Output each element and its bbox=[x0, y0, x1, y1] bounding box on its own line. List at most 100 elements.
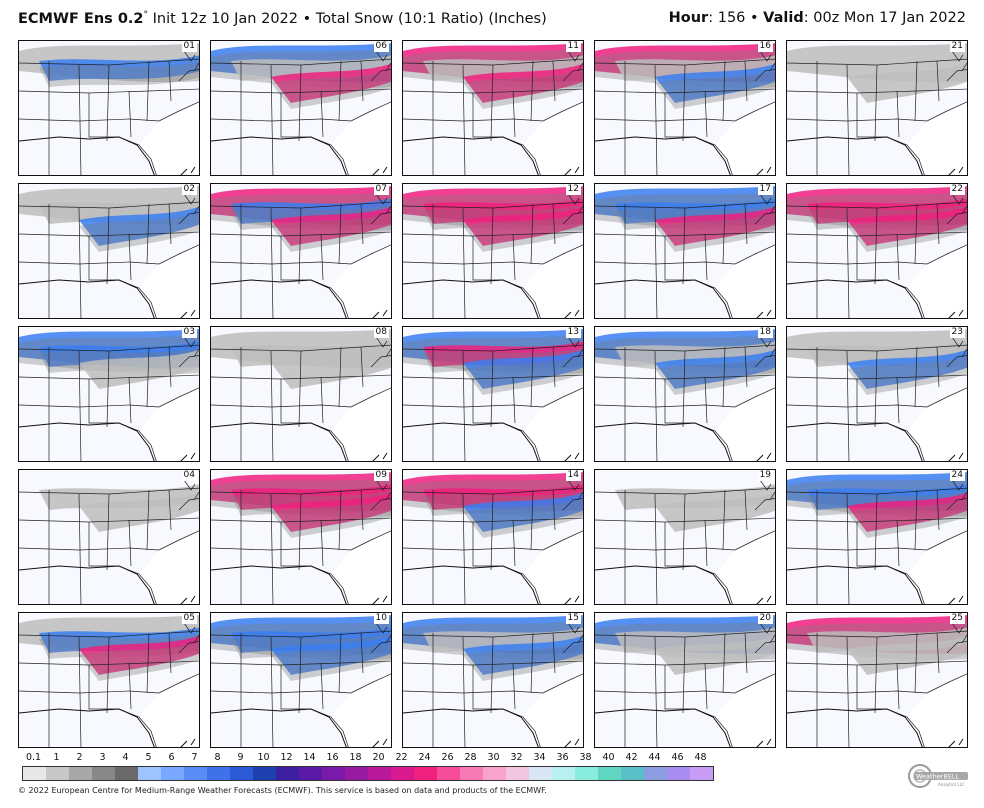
coastline bbox=[595, 279, 772, 318]
colorbar-tick-label: 1 bbox=[53, 752, 60, 763]
colorbar-tick-label: 5 bbox=[145, 752, 152, 763]
state-boundary bbox=[856, 236, 887, 281]
member-panel-11: 11 bbox=[402, 40, 584, 176]
member-number-label: 09 bbox=[373, 470, 389, 481]
snowfall-shading-secondary bbox=[847, 355, 967, 395]
colorbar-swatch bbox=[276, 767, 299, 780]
state-boundary bbox=[280, 522, 311, 567]
state-boundary bbox=[472, 93, 503, 138]
state-boundary bbox=[552, 489, 556, 531]
colorbar-swatch bbox=[690, 767, 713, 780]
state-boundary bbox=[270, 636, 274, 747]
state-boundary bbox=[128, 376, 132, 424]
state-boundary bbox=[846, 636, 850, 747]
member-map-11 bbox=[403, 43, 583, 175]
state-boundary bbox=[490, 493, 494, 571]
member-map-03 bbox=[19, 329, 199, 461]
state-boundary bbox=[769, 634, 775, 644]
state-boundary bbox=[769, 348, 775, 358]
colorbar-swatch bbox=[391, 767, 414, 780]
valid-bullet: • bbox=[750, 10, 759, 26]
state-boundary bbox=[472, 665, 503, 710]
state-boundary bbox=[320, 519, 324, 567]
colorbar-swatch bbox=[598, 767, 621, 780]
state-boundary bbox=[682, 350, 686, 428]
state-boundary bbox=[936, 632, 940, 674]
state-boundary bbox=[158, 244, 199, 265]
state-boundary bbox=[128, 662, 132, 710]
state-boundary bbox=[787, 660, 967, 666]
state-boundary bbox=[178, 354, 199, 368]
coastline bbox=[403, 708, 580, 747]
state-boundary bbox=[567, 193, 580, 205]
state-boundary bbox=[78, 64, 82, 175]
state-boundary bbox=[350, 387, 391, 408]
state-boundary bbox=[874, 207, 878, 285]
state-boundary bbox=[595, 660, 775, 666]
state-boundary bbox=[734, 101, 775, 122]
state-boundary bbox=[19, 88, 199, 94]
ocean-area bbox=[331, 244, 391, 318]
state-boundary bbox=[552, 346, 556, 388]
state-boundary bbox=[320, 376, 324, 424]
state-boundary bbox=[370, 211, 391, 225]
ocean-area bbox=[139, 101, 199, 175]
member-number-label: 07 bbox=[373, 184, 389, 195]
state-boundary bbox=[146, 632, 150, 694]
colorbar-swatch bbox=[552, 767, 575, 780]
state-boundary bbox=[385, 205, 391, 215]
state-boundary bbox=[562, 68, 583, 82]
state-boundary bbox=[946, 640, 967, 654]
state-boundary bbox=[211, 487, 391, 495]
snowfall-shading-secondary bbox=[655, 212, 775, 252]
state-boundary bbox=[128, 233, 132, 281]
member-map-09 bbox=[211, 472, 391, 604]
state-boundary bbox=[787, 58, 967, 66]
state-boundary bbox=[704, 376, 708, 424]
member-panel-04: 04 bbox=[18, 469, 200, 605]
state-boundary bbox=[19, 660, 199, 666]
state-boundary bbox=[654, 207, 658, 318]
snowfall-shading-secondary bbox=[655, 355, 775, 395]
member-panel-18: 18 bbox=[594, 326, 776, 462]
state-boundary bbox=[754, 68, 775, 82]
degree-symbol: ° bbox=[143, 10, 149, 20]
colorbar-tick-label: 7 bbox=[191, 752, 198, 763]
state-boundary bbox=[490, 636, 494, 714]
state-boundary bbox=[19, 630, 199, 638]
colorbar-tick-label: 0.1 bbox=[25, 752, 42, 763]
colorbar-tick-label: 44 bbox=[648, 752, 661, 763]
colorbar-tick-label: 10 bbox=[257, 752, 270, 763]
colorbar-swatch bbox=[345, 767, 368, 780]
member-map-14 bbox=[403, 472, 583, 604]
coastline bbox=[211, 279, 388, 318]
ensemble-member-grid: 01 06 11 16 21 02 07 12 17 22 03 08 13 18 23 04 09 14 19 24… bbox=[18, 40, 968, 750]
state-boundary bbox=[193, 634, 199, 644]
state-boundary bbox=[19, 344, 199, 352]
snowfall-shading-secondary bbox=[847, 212, 967, 252]
member-map-17 bbox=[595, 186, 775, 318]
ocean-area bbox=[139, 673, 199, 747]
valid-value: : 00z Mon 17 Jan 2022 bbox=[803, 10, 966, 26]
state-boundary bbox=[128, 519, 132, 567]
colorbar-tick-label: 36 bbox=[556, 752, 569, 763]
state-boundary bbox=[734, 244, 775, 265]
valid-label: Valid bbox=[763, 10, 804, 26]
state-boundary bbox=[298, 636, 302, 714]
snowfall-shading-secondary bbox=[463, 69, 583, 109]
state-boundary bbox=[146, 346, 150, 408]
member-map-01 bbox=[19, 43, 199, 175]
product-name: Total Snow (10:1 Ratio) (Inches) bbox=[315, 10, 547, 27]
member-number-label: 13 bbox=[565, 327, 581, 338]
state-boundary bbox=[874, 636, 878, 714]
state-boundary bbox=[211, 517, 391, 523]
ocean-area bbox=[139, 244, 199, 318]
coastline bbox=[19, 136, 196, 175]
state-boundary bbox=[403, 374, 583, 380]
coastline bbox=[787, 279, 964, 318]
coastline bbox=[787, 565, 964, 604]
state-boundary bbox=[562, 354, 583, 368]
colorbar-swatch bbox=[115, 767, 138, 780]
ocean-area bbox=[907, 387, 967, 461]
member-map-21 bbox=[787, 43, 967, 175]
